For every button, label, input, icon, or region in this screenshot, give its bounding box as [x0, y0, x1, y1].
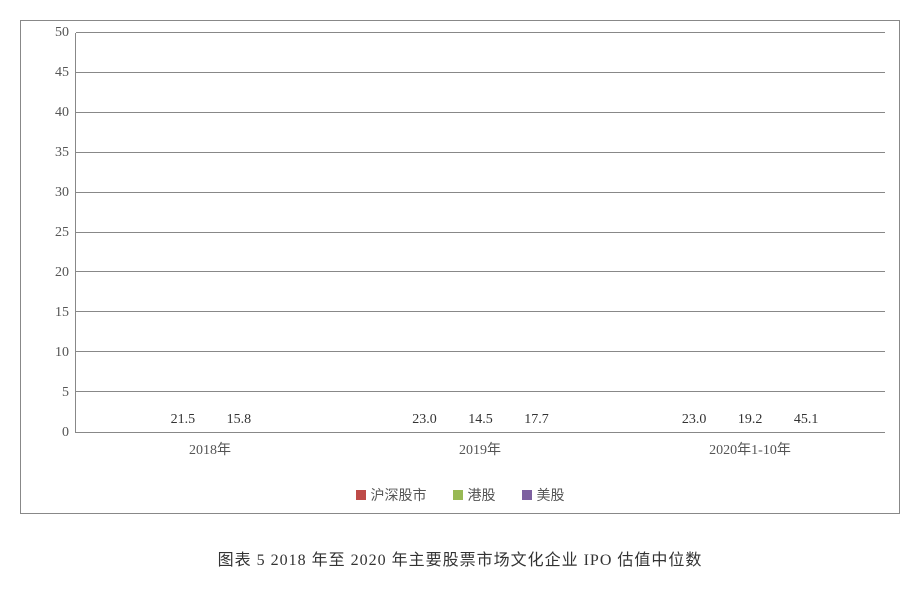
chart-caption: 图表 5 2018 年至 2020 年主要股票市场文化企业 IPO 估值中位数 [20, 546, 900, 570]
gridline [76, 32, 885, 33]
y-tick-label: 50 [55, 25, 69, 41]
chart-grid: 21.5 15.8 23.0 14.5 17.7 23.0 19.2 45.1 [75, 33, 885, 433]
y-tick-label: 45 [55, 65, 69, 81]
y-tick-label: 5 [62, 385, 69, 401]
legend-label: 港股 [468, 485, 496, 505]
bar-groups: 21.5 15.8 23.0 14.5 17.7 23.0 19.2 45.1 [76, 33, 885, 432]
bar-value-label: 45.1 [794, 412, 819, 428]
bar-value-label: 23.0 [682, 412, 707, 428]
x-axis-labels: 2018年2019年2020年1-10年 [75, 439, 885, 459]
legend-swatch [356, 490, 366, 500]
gridline [76, 112, 885, 113]
bar-value-label: 14.5 [468, 412, 493, 428]
bar-value-label: 15.8 [227, 412, 252, 428]
gridline [76, 351, 885, 352]
x-tick-label: 2020年1-10年 [615, 439, 885, 459]
y-tick-label: 10 [55, 345, 69, 361]
gridline [76, 72, 885, 73]
x-tick-label: 2019年 [345, 439, 615, 459]
plot-area: 05101520253035404550 21.515.823.014.517.… [35, 33, 885, 433]
bar-value-label: 23.0 [412, 412, 437, 428]
legend: 沪深股市 港股 美股 [35, 485, 885, 505]
gridline [76, 152, 885, 153]
y-tick-label: 25 [55, 225, 69, 241]
bar-value-label: 17.7 [524, 412, 549, 428]
bar-group: 23.0 14.5 17.7 [346, 33, 616, 432]
gridline [76, 232, 885, 233]
plot-frame: 0 5 10 15 20 25 30 35 40 45 50 21.5 15.8 23.0 14.5 17.… [20, 20, 900, 514]
legend-item: 美股 [522, 485, 565, 505]
y-tick-label: 30 [55, 185, 69, 201]
legend-item: 沪深股市 [356, 485, 427, 505]
bar-group: 21.5 15.8 [76, 33, 346, 432]
y-axis: 05101520253035404550 [35, 33, 75, 433]
bar-group: 23.0 19.2 45.1 [615, 33, 885, 432]
y-tick-label: 35 [55, 145, 69, 161]
gridline [76, 192, 885, 193]
gridline [76, 311, 885, 312]
y-tick-label: 20 [55, 265, 69, 281]
bar-value-label: 21.5 [171, 412, 196, 428]
gridline [76, 271, 885, 272]
gridline [76, 391, 885, 392]
legend-label: 美股 [537, 485, 565, 505]
bar-value-label: 19.2 [738, 412, 763, 428]
y-tick-label: 0 [62, 425, 69, 441]
legend-item: 港股 [453, 485, 496, 505]
y-tick-label: 40 [55, 105, 69, 121]
y-tick-label: 15 [55, 305, 69, 321]
x-tick-label: 2018年 [75, 439, 345, 459]
legend-swatch [522, 490, 532, 500]
legend-swatch [453, 490, 463, 500]
legend-label: 沪深股市 [371, 485, 427, 505]
chart-container: 0 5 10 15 20 25 30 35 40 45 50 21.5 15.8 23.0 14.5 17.… [20, 20, 900, 570]
